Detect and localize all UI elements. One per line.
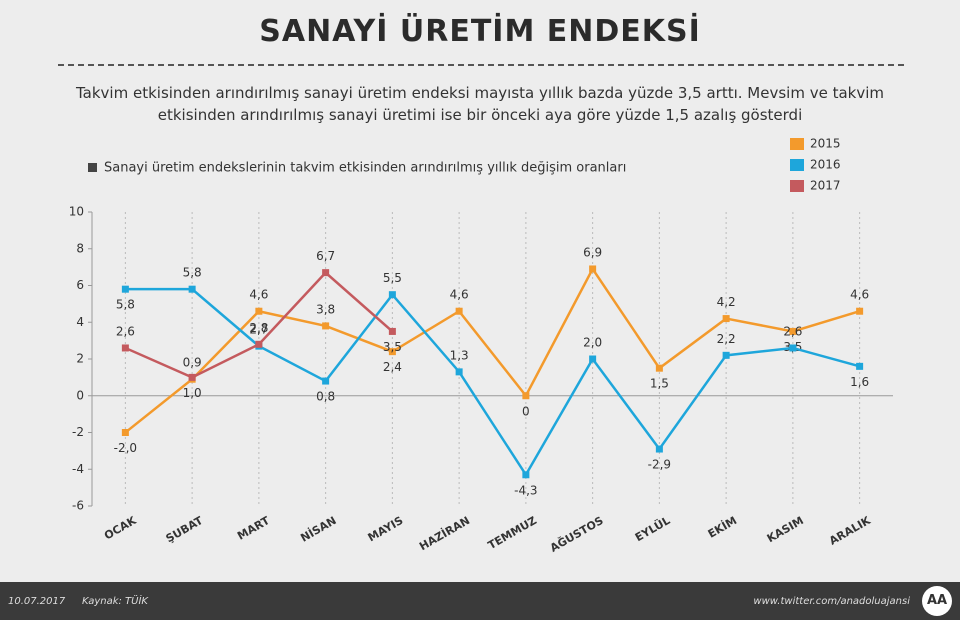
value-label: 1,6	[850, 375, 869, 389]
footer: 10.07.2017 Kaynak: TÜİK www.twitter.com/…	[0, 582, 960, 620]
point	[589, 355, 597, 363]
point	[322, 269, 330, 277]
value-label: 2,0	[583, 336, 602, 350]
point	[455, 307, 463, 315]
point	[455, 368, 463, 376]
chart-title: SANAYİ ÜRETİM ENDEKSİ	[259, 14, 701, 49]
value-label: 2,8	[249, 321, 268, 335]
divider	[58, 64, 904, 66]
url: www.twitter.com/anadoluajansi	[753, 596, 910, 607]
x-tick-label: ŞUBAT	[164, 514, 206, 546]
point	[388, 348, 396, 356]
value-label: 0,9	[183, 356, 202, 370]
legend-swatch	[790, 159, 804, 171]
value-label: 2,6	[116, 324, 135, 338]
value-label: 0	[522, 404, 530, 418]
y-tick-label: -6	[72, 499, 84, 513]
x-tick-label: MAYIS	[366, 514, 406, 544]
point	[722, 351, 730, 359]
legend-swatch	[790, 180, 804, 192]
series-line	[124, 266, 860, 434]
value-label: -2,9	[648, 458, 671, 472]
value-label: 5,8	[183, 266, 202, 280]
point	[522, 471, 530, 479]
point	[322, 322, 330, 330]
y-tick-label: 8	[76, 241, 84, 255]
logo: AA	[922, 586, 952, 616]
x-tick-label: EKİM	[705, 513, 739, 541]
x-tick-label: OCAK	[102, 514, 139, 543]
point	[121, 344, 129, 352]
value-label: 2,4	[383, 360, 402, 374]
value-label: 3,5	[383, 340, 402, 354]
value-label: 4,6	[249, 288, 268, 302]
note: Sanayi üretim endekslerinin takvim etkis…	[104, 161, 626, 176]
value-label: -2,0	[114, 441, 137, 455]
value-label: 2,7	[249, 323, 268, 337]
value-label: 1,0	[183, 386, 202, 400]
point	[121, 429, 129, 436]
series-line	[125, 287, 860, 478]
point	[255, 340, 263, 348]
value-label: 5,8	[116, 298, 135, 312]
x-tick-label: EYLÜL	[632, 513, 672, 544]
x-tick-label: KASIM	[765, 514, 806, 545]
x-tick-label: ARALIK	[827, 514, 873, 548]
point	[856, 307, 864, 315]
point	[188, 285, 196, 293]
y-tick-label: 6	[76, 278, 84, 292]
x-tick-label: MART	[235, 514, 272, 543]
value-label: 4,6	[450, 288, 469, 302]
value-label: 3,8	[316, 302, 335, 316]
y-tick-label: 4	[76, 315, 84, 329]
point	[188, 373, 196, 381]
value-label: 2,2	[717, 332, 736, 346]
y-tick-label: -4	[72, 462, 84, 476]
point	[655, 364, 663, 372]
point	[789, 327, 797, 335]
value-label: 1,3	[450, 348, 469, 362]
point	[522, 392, 530, 400]
y-tick-label: 0	[76, 388, 84, 402]
x-tick-label: TEMMUZ	[486, 514, 539, 552]
source: Kaynak: TÜİK	[82, 596, 148, 607]
value-label: 0,8	[316, 390, 335, 404]
legend-label: 2016	[810, 158, 841, 172]
subtitle: Takvim etkisinden arındırılmış sanayi ür…	[76, 84, 884, 124]
legend-swatch	[790, 138, 804, 150]
value-label: 6,7	[316, 249, 335, 263]
note-marker	[88, 163, 97, 172]
legend-label: 2017	[810, 179, 841, 193]
point	[589, 265, 597, 273]
point	[255, 307, 263, 315]
y-tick-label: -2	[72, 425, 84, 439]
x-tick-label: HAZİRAN	[417, 513, 472, 553]
legend-label: 2015	[810, 137, 841, 151]
chart: Sanayi üretim endekslerinin takvim etkis…	[69, 137, 893, 555]
point	[722, 315, 730, 323]
x-tick-label: NİSAN	[298, 513, 339, 545]
date: 10.07.2017	[8, 596, 66, 607]
value-label: 1,5	[650, 377, 669, 391]
value-label: 6,9	[583, 245, 602, 259]
point	[388, 327, 396, 335]
point	[322, 377, 330, 385]
point	[655, 445, 663, 453]
value-label: 2,6	[783, 324, 802, 338]
x-tick-label: AĞUSTOS	[548, 514, 606, 555]
point	[789, 344, 797, 352]
point	[121, 285, 129, 293]
value-label: 4,2	[717, 295, 736, 309]
y-tick-label: 10	[69, 205, 84, 219]
point	[388, 291, 396, 299]
value-label: -4,3	[514, 483, 537, 497]
value-label: 4,6	[850, 288, 869, 302]
y-tick-label: 2	[76, 352, 84, 366]
value-label: 5,5	[383, 271, 402, 285]
point	[856, 362, 864, 370]
